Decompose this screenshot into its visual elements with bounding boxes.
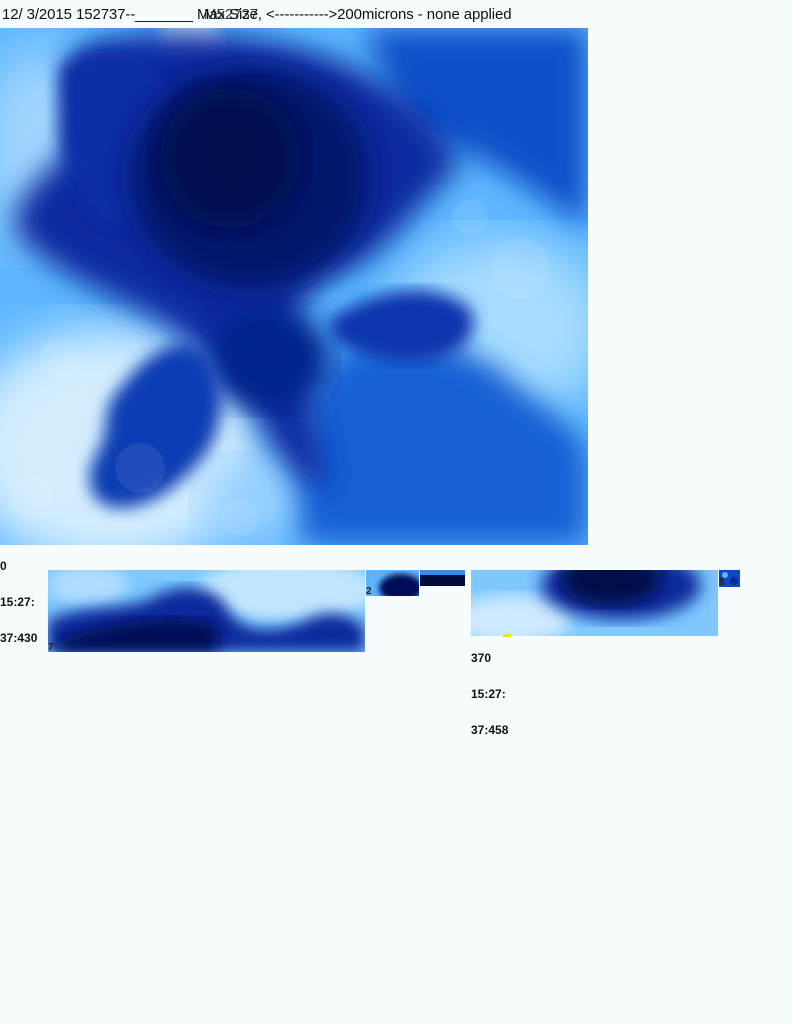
main-label-line-2: 15:27: <box>0 595 35 609</box>
thumbnail-strip-d <box>719 570 740 587</box>
header-overlay-text: M52737 <box>204 6 259 23</box>
header-bar: 12/ 3/2015 152737--_______ Max Size, <--… <box>0 0 792 28</box>
strip-c-marker <box>503 634 511 637</box>
thumbnail-image-c <box>471 570 718 636</box>
strip-d-label: 8 <box>719 577 725 588</box>
header-title: 12/ 3/2015 152737--_______ Max Size, <--… <box>2 6 512 23</box>
strip-c-label: 370 15:27: 37:458 <box>471 628 508 748</box>
thumbnail-strip-a <box>48 570 365 652</box>
thumbnail-image-d <box>719 570 740 587</box>
strip-a-label: 7 <box>48 642 54 653</box>
thumbnail-image-b2 <box>420 570 465 586</box>
thumbnail-strip-c <box>471 570 718 636</box>
strip-c-label-line-2: 15:27: <box>471 687 506 701</box>
strip-c-label-line-3: 37:458 <box>471 723 509 737</box>
strip-b-label: 2 <box>366 586 372 597</box>
thumbnail-strip-b2 <box>420 570 465 586</box>
main-label-line-3: 37:430 <box>0 631 38 645</box>
main-image <box>0 28 588 545</box>
main-label-line-1: 0 <box>0 559 7 573</box>
strip-c-label-line-1: 370 <box>471 651 492 665</box>
thumbnail-strip-b <box>366 570 419 596</box>
main-image-panel <box>0 28 588 545</box>
thumbnail-image-a <box>48 570 365 652</box>
thumbnail-image-b <box>366 570 419 596</box>
main-panel-label: 0 15:27: 37:430 <box>0 536 37 656</box>
